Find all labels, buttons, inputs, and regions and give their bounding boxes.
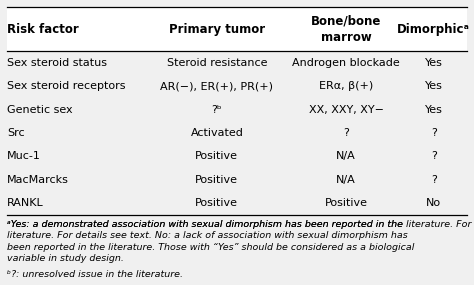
Text: Activated: Activated — [191, 128, 243, 138]
Text: Steroid resistance: Steroid resistance — [166, 58, 267, 68]
Text: AR(−), ER(+), PR(+): AR(−), ER(+), PR(+) — [160, 81, 273, 91]
Text: ?: ? — [431, 151, 437, 162]
Text: Positive: Positive — [195, 198, 238, 208]
Text: ?: ? — [431, 128, 437, 138]
Text: ᵃYes: a demonstrated association with sexual dimorphism has been reported in the: ᵃYes: a demonstrated association with se… — [7, 220, 474, 229]
Text: Primary tumor: Primary tumor — [169, 23, 265, 36]
Text: Positive: Positive — [325, 198, 367, 208]
Text: N/A: N/A — [336, 175, 356, 185]
Text: Src: Src — [7, 128, 25, 138]
Text: Positive: Positive — [195, 151, 238, 162]
Text: MacMarcks: MacMarcks — [7, 175, 69, 185]
Text: Risk factor: Risk factor — [7, 23, 79, 36]
Text: Yes: Yes — [425, 105, 443, 115]
Bar — [7, 7, 467, 51]
Text: Sex steroid receptors: Sex steroid receptors — [7, 81, 126, 91]
Text: ?: ? — [343, 128, 349, 138]
Text: ERα, β(+): ERα, β(+) — [319, 81, 373, 91]
Text: RANKL: RANKL — [7, 198, 44, 208]
Text: Yes: Yes — [425, 81, 443, 91]
Text: Positive: Positive — [195, 175, 238, 185]
Text: Dimorphicᵃ: Dimorphicᵃ — [397, 23, 470, 36]
Text: Muc-1: Muc-1 — [7, 151, 41, 162]
Text: ?ᵇ: ?ᵇ — [211, 105, 222, 115]
Text: N/A: N/A — [336, 151, 356, 162]
Text: Yes: Yes — [425, 58, 443, 68]
Text: Bone/bone
marrow: Bone/bone marrow — [311, 15, 381, 44]
Text: Sex steroid status: Sex steroid status — [7, 58, 107, 68]
Text: ᵃYes: a demonstrated association with sexual dimorphism has been reported in the: ᵃYes: a demonstrated association with se… — [7, 220, 414, 263]
Text: No: No — [426, 198, 441, 208]
Text: ᵇ?: unresolved issue in the literature.: ᵇ?: unresolved issue in the literature. — [7, 270, 183, 279]
Text: XX, XXY, XY−: XX, XXY, XY− — [309, 105, 383, 115]
Text: Genetic sex: Genetic sex — [7, 105, 73, 115]
Text: Androgen blockade: Androgen blockade — [292, 58, 400, 68]
Text: ?: ? — [431, 175, 437, 185]
